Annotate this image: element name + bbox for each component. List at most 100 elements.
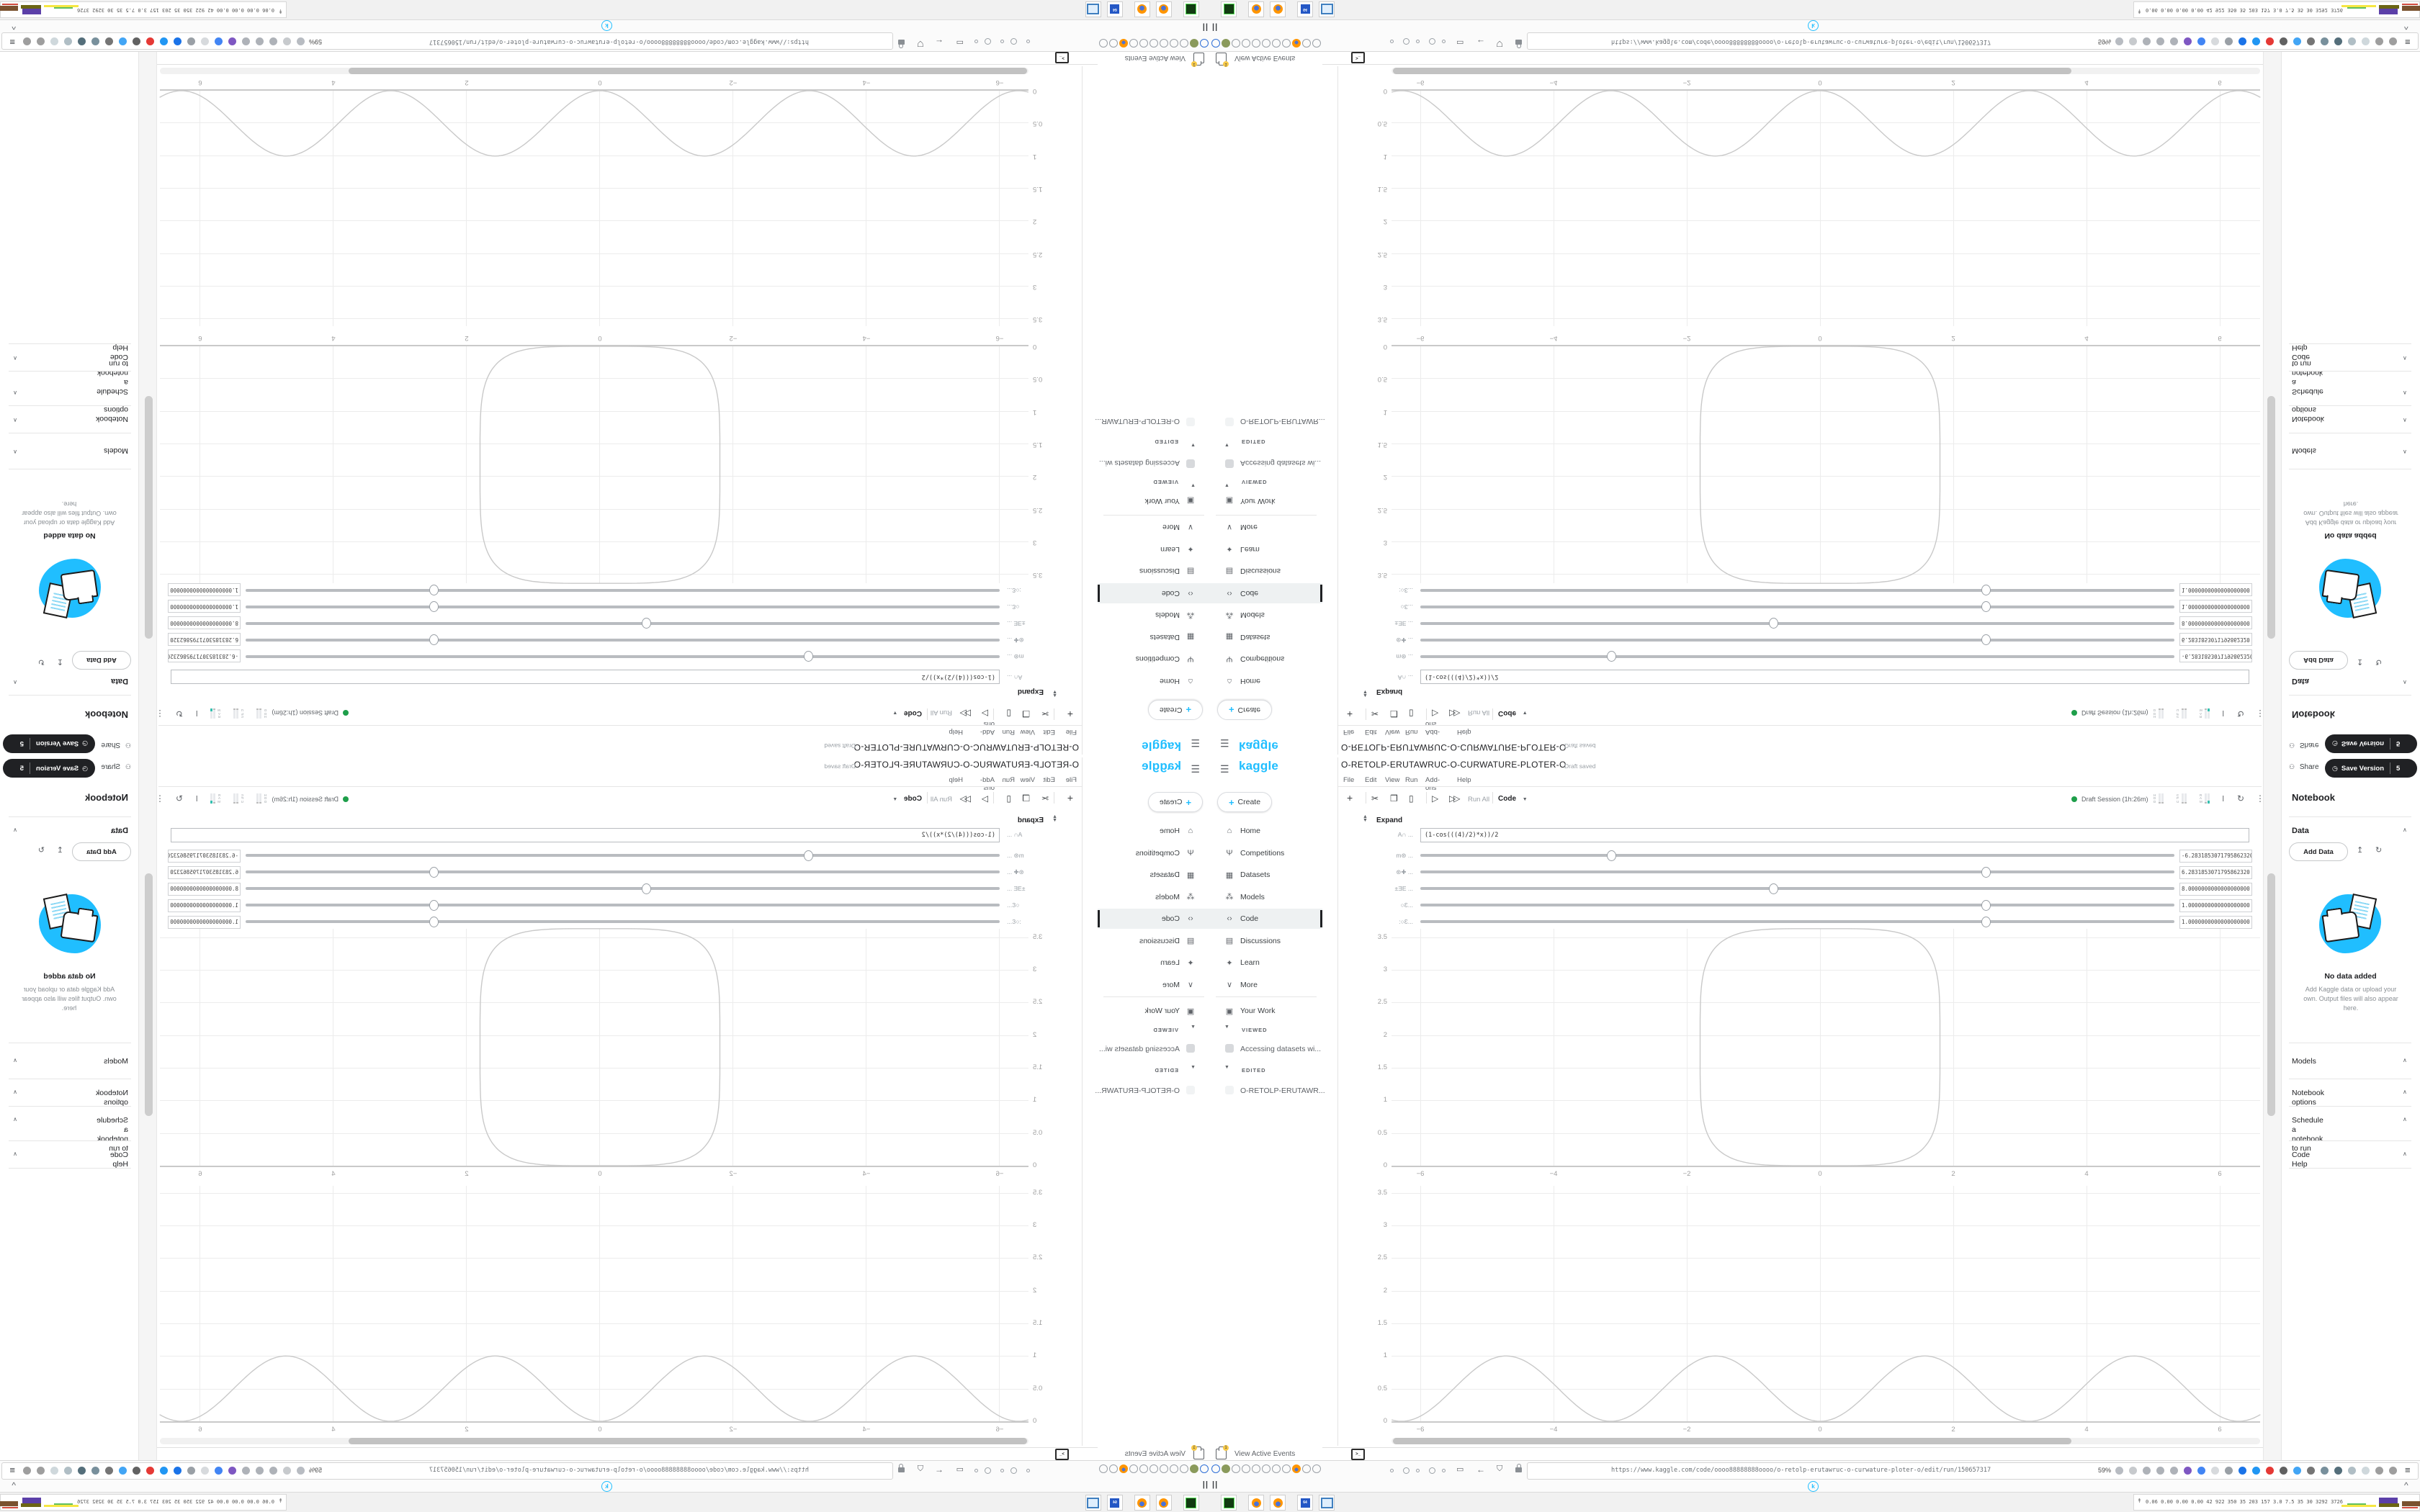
slider-track[interactable]	[1420, 920, 2174, 923]
sidebar-item-your-work[interactable]: ▣ Your Work	[1098, 1001, 1210, 1021]
restart-icon[interactable]: ↻	[175, 793, 183, 804]
shield-icon[interactable]: ⛉	[917, 39, 923, 48]
globe-icon[interactable]	[1272, 39, 1281, 48]
save-version-button[interactable]: ◷ Save Version 5	[3, 734, 95, 753]
slider-value-input[interactable]: 1.0000000000000000000	[168, 899, 241, 912]
run-all-label[interactable]: Run All	[930, 796, 952, 804]
translate-icon[interactable]	[297, 1467, 305, 1475]
sidebar-item-more[interactable]: ∨ More	[1098, 975, 1210, 995]
copy-cell-button[interactable]: ❐	[1022, 708, 1030, 719]
slider-track[interactable]	[246, 920, 1000, 923]
slider-track[interactable]	[1420, 655, 2174, 658]
globe-icon[interactable]	[1099, 39, 1108, 48]
menu-edit[interactable]: Edit	[1043, 728, 1055, 736]
add-data-button[interactable]: Add Data	[2289, 842, 2348, 861]
trash-icon[interactable]	[2280, 37, 2287, 45]
plot-hscrollbar-thumb[interactable]	[349, 68, 1027, 74]
sidebar-item-learn[interactable]: ✦ Learn	[1210, 953, 1322, 973]
view-active-events-label[interactable]: View Active Events	[1124, 1450, 1186, 1458]
viewer-app-icon[interactable]	[1319, 1495, 1335, 1511]
floppy64-app-icon[interactable]: 64	[1297, 1, 1313, 17]
refresh-icon[interactable]: ↻	[2375, 657, 2383, 666]
paste-cell-button[interactable]: ▯	[1006, 708, 1011, 719]
slider-value-input[interactable]: 6.2831853071795862320	[168, 866, 241, 879]
slider-handle[interactable]	[1981, 601, 1991, 612]
funnel-icon[interactable]	[1200, 39, 1209, 48]
panel-section-data[interactable]: Data	[2292, 677, 2309, 685]
sidebar-item-more[interactable]: ∨ More	[1098, 518, 1210, 538]
slider-value-input[interactable]: 1.0000000000000000000	[168, 916, 241, 929]
browser-menu-icon[interactable]: ≡	[2405, 37, 2411, 48]
paint-icon[interactable]	[228, 1467, 236, 1475]
pin-icon[interactable]	[2211, 37, 2219, 45]
view-active-events-label[interactable]: View Active Events	[1234, 1450, 1296, 1458]
lock-icon[interactable]	[1515, 1464, 1522, 1472]
pause-icon[interactable]: ||	[1212, 1480, 1219, 1489]
wrench-icon[interactable]	[2375, 37, 2383, 45]
share-icon[interactable]	[2362, 37, 2370, 45]
sidebar-item-edited-notebook[interactable]: O-RETOLP-ERUTAWR...	[1210, 1081, 1325, 1100]
gauge-icon[interactable]	[1150, 1464, 1158, 1473]
browser-menu-icon[interactable]: ≡	[9, 37, 15, 48]
chevron-up-icon[interactable]: ∧	[2403, 417, 2407, 423]
cut-cell-button[interactable]: ✂	[1371, 708, 1379, 719]
main-vscrollbar-thumb[interactable]	[2267, 873, 2275, 1116]
globe-icon[interactable]	[1312, 39, 1321, 48]
power-icon[interactable]: ⏽	[193, 708, 201, 719]
terminal-app-icon[interactable]	[1221, 1, 1237, 17]
slider-value-input[interactable]: 1.0000000000000000000	[168, 600, 241, 613]
plus-blue-icon[interactable]	[2238, 1467, 2246, 1475]
caret-down-icon[interactable]: ▼	[1224, 442, 1229, 447]
pause-icon[interactable]: ||	[1201, 1480, 1208, 1489]
session-status[interactable]: Draft Session (1h:26m)	[2081, 796, 2148, 803]
add-data-button[interactable]: Add Data	[72, 842, 131, 861]
zoom-level[interactable]: 59%	[2098, 38, 2112, 45]
sidebar-item-models[interactable]: ⁂ Models	[1098, 887, 1210, 907]
slider-track[interactable]	[1420, 606, 2174, 608]
translate-blue-icon[interactable]	[2197, 1467, 2205, 1475]
back-arrow-icon[interactable]: ←	[935, 37, 944, 48]
slider-handle[interactable]	[1981, 900, 1991, 911]
record-icon[interactable]	[146, 37, 154, 45]
archive-icon[interactable]	[105, 37, 113, 45]
record-icon[interactable]	[2266, 37, 2274, 45]
menu-run[interactable]: Run	[1002, 728, 1015, 736]
create-button[interactable]: + Create	[1217, 700, 1272, 720]
dark-circle-icon[interactable]	[78, 37, 86, 45]
sidebar-item-models[interactable]: ⁂ Models	[1210, 606, 1322, 626]
globe-color-icon[interactable]	[2293, 37, 2301, 45]
folder-icon[interactable]: ▭	[1456, 1465, 1464, 1474]
menu-help[interactable]: Help	[1457, 776, 1471, 784]
chevron-up-icon[interactable]: ∧	[2403, 449, 2407, 455]
menu-view[interactable]: View	[1385, 776, 1400, 784]
caret-down-icon[interactable]: ▼	[1224, 1025, 1229, 1030]
sidebar-item-your-work[interactable]: ▣ Your Work	[1210, 1001, 1322, 1021]
slider-handle[interactable]	[1606, 651, 1616, 662]
hamburger-menu-icon[interactable]: ☰	[1191, 737, 1200, 749]
copy-cell-button[interactable]: ❐	[1022, 793, 1030, 804]
shield-icon[interactable]	[2321, 37, 2329, 45]
slider-value-input[interactable]: 1.0000000000000000000	[2179, 600, 2252, 613]
create-button[interactable]: + Create	[1148, 700, 1203, 720]
sidebar-item-datasets[interactable]: ▦ Datasets	[1098, 627, 1210, 647]
olive-circle-icon[interactable]	[1222, 1464, 1230, 1473]
run-cell-button[interactable]: ▷	[1432, 793, 1439, 804]
reload-icon[interactable]	[256, 37, 264, 45]
record-icon[interactable]	[2266, 1467, 2274, 1475]
sidebar-item-discussions[interactable]: ▤ Discussions	[1210, 931, 1322, 951]
tabbar-collapse-icon[interactable]: ^	[2404, 1480, 2408, 1490]
globe-icon[interactable]	[1232, 39, 1240, 48]
slider-track[interactable]	[1420, 870, 2174, 873]
viewed-header[interactable]: VIEWED	[1242, 479, 1268, 485]
chevron-up-icon[interactable]: ∧	[2403, 1089, 2407, 1095]
slider-handle[interactable]	[429, 585, 439, 595]
url-bar[interactable]: https://www.kaggle.com/code/oooo88888888…	[1, 1462, 893, 1480]
slider-handle[interactable]	[429, 917, 439, 927]
wrench-icon[interactable]	[1282, 1464, 1291, 1473]
folder-icon[interactable]: ▭	[956, 38, 964, 47]
slider-track[interactable]	[246, 622, 1000, 625]
sidebar-item-discussions[interactable]: ▤ Discussions	[1098, 562, 1210, 582]
firefox-app-icon[interactable]	[1134, 1, 1150, 17]
chevron-up-icon[interactable]: ∧	[13, 1151, 17, 1157]
tabbar-collapse-icon[interactable]: ^	[12, 1480, 16, 1490]
